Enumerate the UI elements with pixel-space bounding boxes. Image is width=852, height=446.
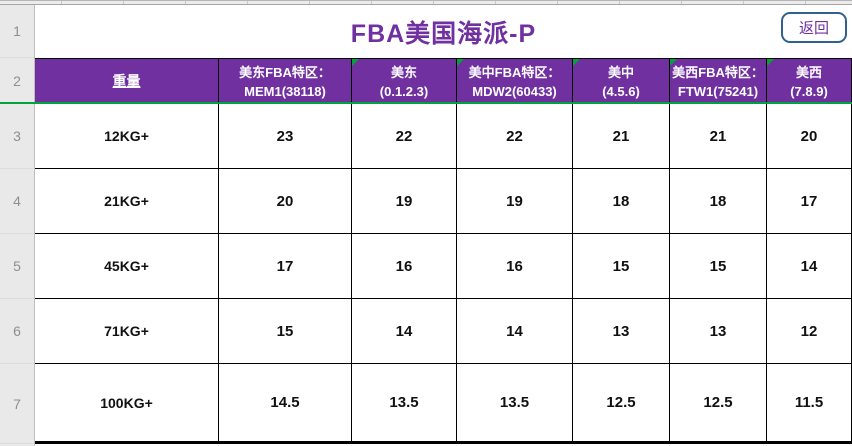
rate-cell[interactable]: 23 bbox=[219, 104, 352, 169]
rate-cell[interactable]: 21 bbox=[670, 104, 767, 169]
rate-cell[interactable]: 12 bbox=[767, 299, 852, 364]
rate-cell[interactable]: 17 bbox=[219, 234, 352, 299]
header-sublabel: (7.8.9) bbox=[790, 83, 828, 99]
title-row: FBA美国海派-P 返回 bbox=[35, 5, 852, 58]
header-cell-east-fba[interactable]: 美东FBA特区： MEM1(38118) bbox=[219, 59, 352, 104]
page-title: FBA美国海派-P bbox=[350, 19, 537, 48]
rate-cell[interactable]: 22 bbox=[352, 104, 457, 169]
header-label: 美中 bbox=[607, 64, 634, 80]
weight-cell[interactable]: 45KG+ bbox=[35, 234, 219, 299]
header-green-rule bbox=[0, 102, 852, 104]
rate-cell[interactable]: 18 bbox=[573, 169, 670, 234]
row-header-5[interactable]: 5 bbox=[0, 234, 34, 299]
header-cell-weight[interactable]: 重量 bbox=[35, 59, 219, 104]
rate-cell[interactable]: 13 bbox=[573, 299, 670, 364]
back-button[interactable]: 返回 bbox=[781, 12, 847, 43]
rate-cell[interactable]: 21 bbox=[573, 104, 670, 169]
rate-cell[interactable]: 11.5 bbox=[767, 364, 852, 444]
rate-cell[interactable]: 13.5 bbox=[457, 364, 573, 444]
rate-cell[interactable]: 14 bbox=[767, 234, 852, 299]
rate-cell[interactable]: 13 bbox=[670, 299, 767, 364]
header-label: 美东 bbox=[390, 64, 417, 80]
rate-cell[interactable]: 20 bbox=[767, 104, 852, 169]
table-header-row: 重量 美东FBA特区： MEM1(38118) 美东 (0.1.2.3) 美中F… bbox=[35, 58, 852, 104]
row-header-3[interactable]: 3 bbox=[0, 104, 34, 169]
header-cell-central-fba[interactable]: 美中FBA特区： MDW2(60433) bbox=[457, 59, 573, 104]
rate-cell[interactable]: 14 bbox=[457, 299, 573, 364]
header-sublabel: MDW2(60433) bbox=[472, 83, 557, 99]
rate-cell[interactable]: 15 bbox=[670, 234, 767, 299]
rate-cell[interactable]: 18 bbox=[670, 169, 767, 234]
rate-cell[interactable]: 14 bbox=[352, 299, 457, 364]
rate-table: 12KG+ 23 22 22 21 21 20 21KG+ 20 19 19 1… bbox=[35, 104, 852, 444]
rate-cell[interactable]: 22 bbox=[457, 104, 573, 169]
rate-cell[interactable]: 12.5 bbox=[670, 364, 767, 444]
rate-cell[interactable]: 19 bbox=[457, 169, 573, 234]
row-header-1[interactable]: 1 bbox=[0, 5, 34, 58]
sheet-content: FBA美国海派-P 返回 重量 美东FBA特区： MEM1(38118) 美东 … bbox=[35, 5, 852, 444]
header-cell-east[interactable]: 美东 (0.1.2.3) bbox=[352, 59, 457, 104]
header-cell-west[interactable]: 美西 (7.8.9) bbox=[767, 59, 852, 104]
column-header-strip bbox=[0, 0, 852, 5]
header-sublabel: (4.5.6) bbox=[602, 83, 640, 99]
header-cell-west-fba[interactable]: 美西FBA特区： FTW1(75241) bbox=[670, 59, 767, 104]
row-header-2[interactable]: 2 bbox=[0, 58, 34, 104]
row-header-4[interactable]: 4 bbox=[0, 169, 34, 234]
rate-cell[interactable]: 16 bbox=[457, 234, 573, 299]
rate-cell[interactable]: 13.5 bbox=[352, 364, 457, 444]
header-sublabel: FTW1(75241) bbox=[677, 83, 759, 99]
header-label: 美中FBA特区： bbox=[468, 64, 561, 80]
header-label: 美东FBA特区： bbox=[239, 64, 331, 80]
weight-cell[interactable]: 71KG+ bbox=[35, 299, 219, 364]
rate-cell[interactable]: 14.5 bbox=[219, 364, 352, 444]
row-number-gutter: 1 2 3 4 5 6 7 bbox=[0, 5, 35, 446]
header-label: 美西 bbox=[795, 64, 822, 80]
header-cell-central[interactable]: 美中 (4.5.6) bbox=[573, 59, 670, 104]
rate-cell[interactable]: 15 bbox=[219, 299, 352, 364]
rate-cell[interactable]: 19 bbox=[352, 169, 457, 234]
rate-cell[interactable]: 16 bbox=[352, 234, 457, 299]
header-sublabel: (0.1.2.3) bbox=[379, 83, 429, 99]
weight-cell[interactable]: 12KG+ bbox=[35, 104, 219, 169]
weight-cell[interactable]: 100KG+ bbox=[35, 364, 219, 444]
header-label: 重量 bbox=[112, 73, 141, 89]
header-label: 美西FBA特区： bbox=[672, 64, 764, 80]
rate-cell[interactable]: 20 bbox=[219, 169, 352, 234]
rate-cell[interactable]: 12.5 bbox=[573, 364, 670, 444]
row-header-6[interactable]: 6 bbox=[0, 299, 34, 364]
rate-cell[interactable]: 15 bbox=[573, 234, 670, 299]
weight-cell[interactable]: 21KG+ bbox=[35, 169, 219, 234]
header-sublabel: MEM1(38118) bbox=[244, 83, 326, 99]
row-header-7[interactable]: 7 bbox=[0, 364, 34, 444]
rate-cell[interactable]: 17 bbox=[767, 169, 852, 234]
